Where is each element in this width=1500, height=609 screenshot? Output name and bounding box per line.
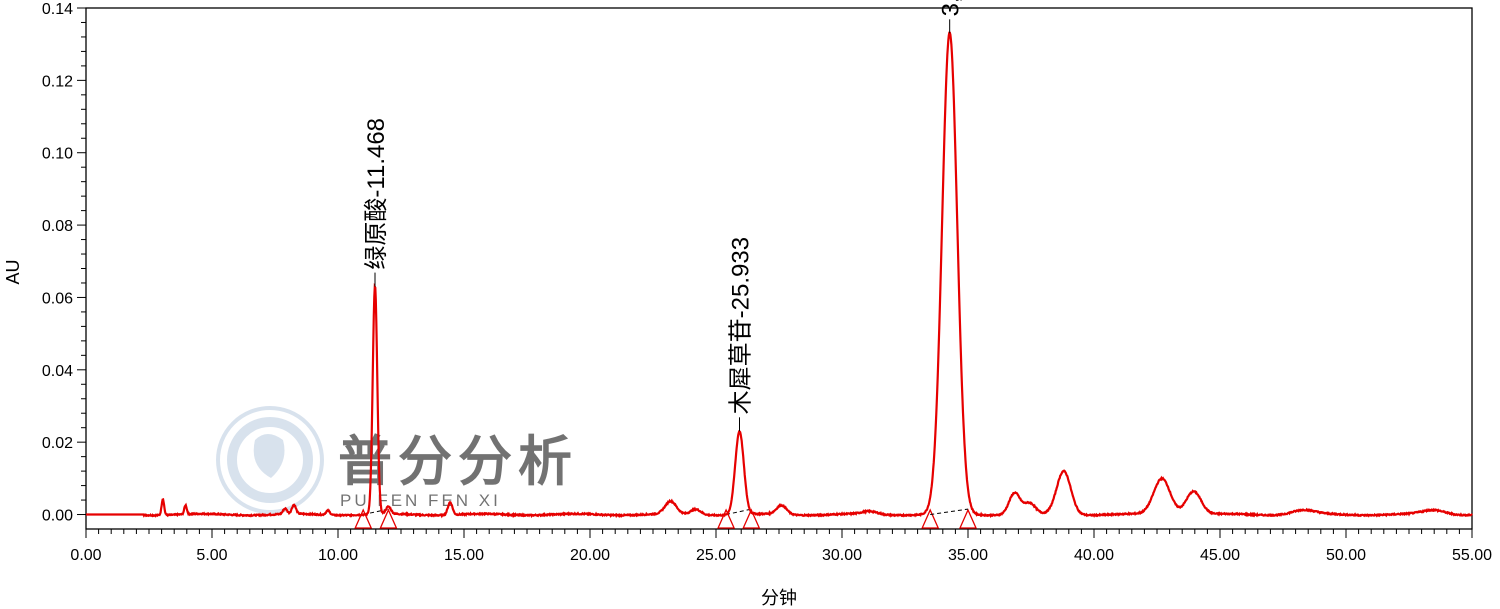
x-tick-label: 50.00 xyxy=(1326,547,1366,564)
integration-baseline xyxy=(725,508,752,516)
x-tick-label: 40.00 xyxy=(1074,547,1114,564)
x-tick-label: 45.00 xyxy=(1200,547,1240,564)
peak-label: 绿原酸-11.468 xyxy=(363,118,390,270)
watermark-leaf-icon xyxy=(253,434,285,478)
y-tick-label: 0.14 xyxy=(42,1,73,18)
baseline-marker xyxy=(717,508,736,529)
baseline-marker xyxy=(958,508,978,529)
integration-baseline xyxy=(930,508,969,516)
x-tick-label: 15.00 xyxy=(444,547,484,564)
watermark-text-en: PU FEN FEN XI xyxy=(340,491,501,510)
x-tick-label: 20.00 xyxy=(570,547,610,564)
x-tick-label: 25.00 xyxy=(696,547,736,564)
baseline-marker xyxy=(379,508,398,529)
peak-annotations: 绿原酸-11.468 木犀草苷-25.933 3,5-O-双咖啡酰基奎宁酸-34.2… xyxy=(363,0,965,432)
y-tick-label: 0.08 xyxy=(42,218,73,235)
x-axis-title: 分钟 xyxy=(761,588,797,608)
x-tick-label: 0.00 xyxy=(70,547,101,564)
watermark-logo: 普分分析 PU FEN FEN XI xyxy=(216,406,578,514)
y-tick-label: 0.04 xyxy=(42,363,73,380)
y-tick-label: 0.10 xyxy=(42,146,73,163)
y-axis-title: AU xyxy=(3,259,23,284)
watermark-ring-outer xyxy=(216,406,324,514)
chromatogram-trace xyxy=(86,31,1473,519)
watermark-text-cn: 普分分析 xyxy=(338,432,578,492)
y-tick-label: 0.06 xyxy=(42,290,73,307)
y-tick-label: 0.12 xyxy=(42,73,73,90)
x-tick-label: 5.00 xyxy=(196,547,227,564)
plot-frame xyxy=(85,7,1473,530)
peak-label: 3,5-O-双咖啡酰基奎宁酸-34.273 xyxy=(938,0,965,16)
peak-label: 木犀草苷-25.933 xyxy=(728,237,755,414)
baseline-marker xyxy=(354,508,373,529)
x-tick-label: 30.00 xyxy=(822,547,862,564)
x-axis: 0.00 5.00 10.00 15.00 20.00 25.00 30.00 35.00 40… xyxy=(70,529,1492,564)
y-axis: 0.00 0.02 0.04 0.06 0.08 0.10 0.12 0.14 xyxy=(42,1,86,525)
x-tick-label: 55.00 xyxy=(1452,547,1492,564)
baseline-marker xyxy=(921,508,940,529)
baseline-markers xyxy=(354,508,978,529)
y-tick-label: 0.00 xyxy=(42,508,73,525)
y-tick-label: 0.02 xyxy=(42,435,73,452)
x-tick-label: 10.00 xyxy=(318,547,358,564)
baseline-marker xyxy=(742,508,761,529)
watermark-ring-inner xyxy=(227,417,313,503)
x-tick-label: 35.00 xyxy=(948,547,988,564)
